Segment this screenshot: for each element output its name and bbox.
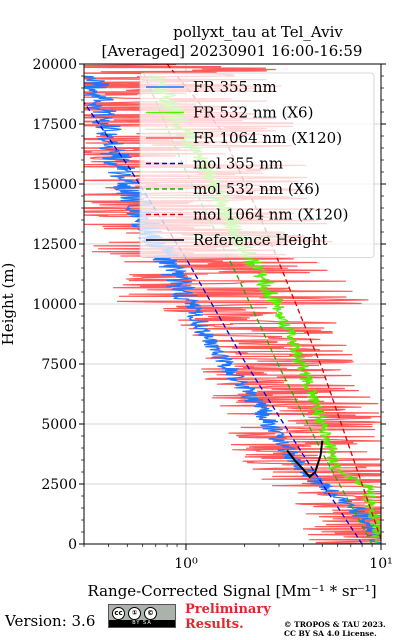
y-tick-label: 2500 — [41, 477, 77, 493]
y-tick-label: 10000 — [32, 297, 77, 313]
y-tick-label: 5000 — [41, 417, 77, 433]
y-tick-label: 12500 — [32, 237, 77, 253]
sa-icon: © — [144, 606, 157, 620]
by-icon: ① — [128, 606, 141, 620]
cc-license-badge[interactable]: cc ① © BY SA — [108, 604, 176, 628]
cc-strip-text: BY SA — [109, 620, 175, 627]
legend-label: FR 355 nm — [193, 78, 277, 96]
preliminary-notice: Preliminary Results. — [185, 602, 271, 632]
series-line-0 — [84, 75, 381, 544]
y-tick-label: 20000 — [32, 57, 77, 73]
copyright-line2: CC BY SA 4.0 License. — [284, 629, 377, 638]
legend-label: FR 1064 nm (X120) — [193, 129, 342, 147]
legend-label: mol 355 nm — [193, 155, 283, 173]
copyright-line1: © TROPOS & TAU 2023. — [284, 620, 386, 629]
ticks-layer: 0 2500 5000 7500 10000 12500 15000 17500 20000 10… — [32, 57, 392, 572]
preliminary-line1: Preliminary — [185, 602, 271, 617]
legend: FR 355 nm FR 532 nm (X6) FR 1064 nm (X120)… — [139, 72, 375, 258]
y-tick-label: 0 — [68, 537, 77, 553]
legend-label: mol 532 nm (X6) — [193, 180, 320, 198]
preliminary-line2: Results. — [185, 617, 244, 632]
cc-icon: cc — [112, 606, 125, 620]
y-axis-label: Height (m) — [0, 263, 17, 346]
copyright-notice: © TROPOS & TAU 2023. CC BY SA 4.0 Licens… — [284, 620, 386, 638]
chart: 0 2500 5000 7500 10000 12500 15000 17500 20000 10… — [0, 23, 393, 600]
x-axis-label: Range-Corrected Signal [Mm⁻¹ * sr⁻¹] — [87, 582, 376, 600]
y-tick-label: 7500 — [41, 357, 77, 373]
chart-title-line1: pollyxt_tau at Tel_Aviv — [173, 23, 343, 41]
legend-box — [139, 72, 375, 258]
x-tick-label: 10⁰ — [174, 556, 198, 572]
legend-label: Reference Height — [193, 231, 327, 249]
legend-label: FR 532 nm (X6) — [193, 104, 313, 122]
chart-title-line2: [Averaged] 20230901 16:00-16:59 — [102, 42, 363, 60]
version-label: Version: 3.6 — [5, 612, 96, 630]
legend-label: mol 1064 nm (X120) — [193, 206, 348, 224]
y-tick-label: 15000 — [32, 177, 77, 193]
series-line-6 — [286, 440, 324, 479]
y-tick-label: 17500 — [32, 117, 77, 133]
series-line-3 — [84, 102, 363, 544]
x-tick-label: 10¹ — [369, 556, 392, 572]
